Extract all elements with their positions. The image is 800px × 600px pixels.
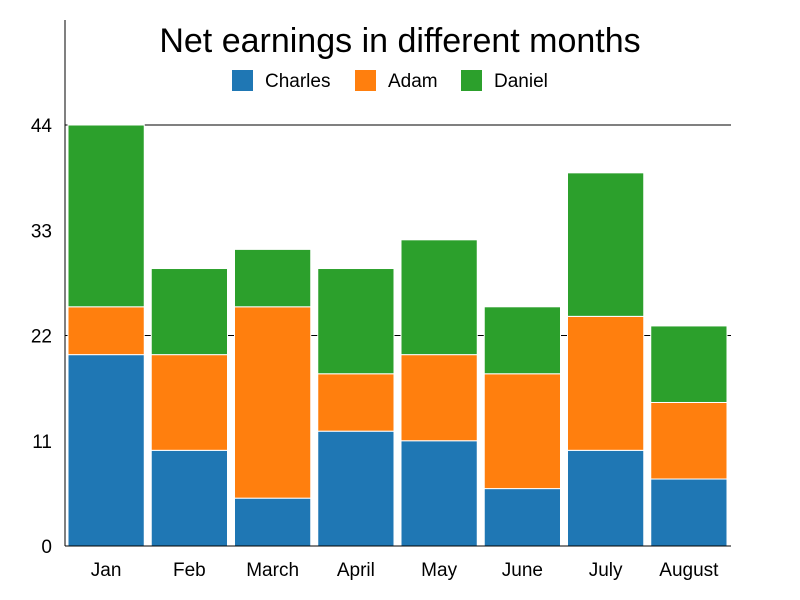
x-tick-label: Jan bbox=[91, 560, 122, 581]
bar-charles-august bbox=[650, 478, 728, 547]
legend: Charles Adam Daniel bbox=[232, 70, 548, 92]
y-tick-label: 33 bbox=[31, 221, 52, 242]
bar-adam-july bbox=[567, 315, 645, 451]
axes bbox=[64, 20, 731, 547]
bar-adam-jan bbox=[67, 306, 145, 356]
x-tick-label: April bbox=[337, 560, 375, 581]
bars bbox=[67, 124, 728, 547]
bar-adam-march bbox=[234, 306, 312, 499]
bar-daniel-march bbox=[234, 248, 312, 308]
bar-charles-jan bbox=[67, 354, 145, 547]
bar-daniel-feb bbox=[150, 268, 228, 356]
y-tick-label: 0 bbox=[41, 537, 52, 558]
x-tick-label: July bbox=[589, 560, 623, 581]
x-tick-label: June bbox=[502, 560, 543, 581]
bar-charles-april bbox=[317, 430, 395, 547]
bar-daniel-august bbox=[650, 325, 728, 403]
y-tick-label: 22 bbox=[31, 327, 52, 348]
legend-swatch-charles bbox=[232, 70, 253, 91]
legend-label-adam: Adam bbox=[388, 71, 438, 92]
bar-charles-june bbox=[483, 488, 561, 547]
chart-title: Net earnings in different months bbox=[159, 22, 640, 60]
bar-daniel-april bbox=[317, 268, 395, 375]
bar-charles-may bbox=[400, 440, 478, 547]
y-tick-label: 11 bbox=[32, 432, 52, 453]
bar-daniel-july bbox=[567, 172, 645, 317]
x-tick-label: Feb bbox=[173, 560, 206, 581]
x-tick-label: August bbox=[659, 560, 719, 581]
bar-adam-feb bbox=[150, 354, 228, 451]
bar-charles-july bbox=[567, 449, 645, 547]
bar-adam-april bbox=[317, 373, 395, 432]
bar-daniel-may bbox=[400, 239, 478, 356]
x-tick-label: May bbox=[421, 560, 457, 581]
legend-label-daniel: Daniel bbox=[494, 71, 548, 92]
x-axis-ticks: Jan Feb March April May June July August bbox=[91, 560, 719, 581]
bar-adam-may bbox=[400, 354, 478, 442]
legend-label-charles: Charles bbox=[265, 71, 330, 92]
legend-swatch-adam bbox=[355, 70, 376, 91]
x-tick-label: March bbox=[246, 560, 299, 581]
y-axis-ticks: 0 11 22 33 44 bbox=[31, 116, 53, 558]
bar-charles-march bbox=[234, 497, 312, 547]
bar-charles-feb bbox=[150, 449, 228, 547]
legend-swatch-daniel bbox=[461, 70, 482, 91]
y-tick-label: 44 bbox=[31, 116, 53, 137]
bar-daniel-jan bbox=[67, 124, 145, 308]
bar-adam-august bbox=[650, 401, 728, 480]
bar-adam-june bbox=[483, 373, 561, 490]
bar-daniel-june bbox=[483, 306, 561, 375]
